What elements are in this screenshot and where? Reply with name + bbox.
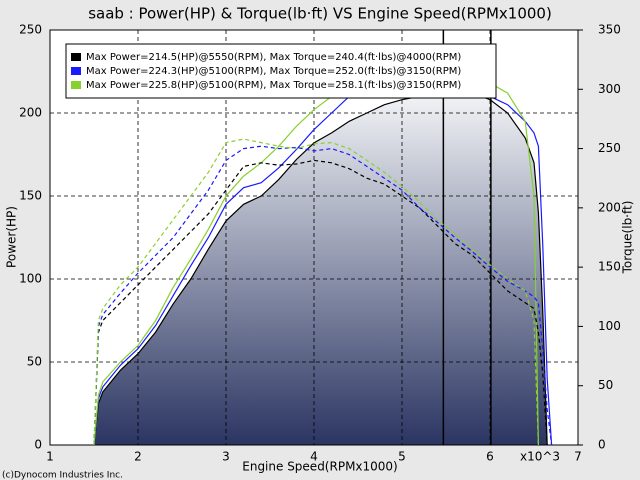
legend-swatch (71, 81, 81, 89)
y-tick-label: 200 (19, 106, 42, 120)
chart-title: saab : Power(HP) & Torque(lb·ft) VS Engi… (88, 5, 552, 23)
x-tick-label: 3 (222, 450, 230, 464)
legend-label: Max Power=224.3(HP)@5100(RPM), Max Torqu… (86, 66, 461, 77)
y-tick-label: 100 (19, 272, 42, 286)
y2-tick-label: 50 (598, 378, 613, 392)
legend-label: Max Power=225.8(HP)@5100(RPM), Max Torqu… (86, 80, 461, 91)
y2-axis-label: Torque(lb·ft) (621, 201, 635, 275)
power-line (93, 72, 553, 446)
x-tick-label: 7 (574, 450, 582, 464)
legend-swatch (71, 67, 81, 75)
y2-tick-label: 300 (598, 82, 621, 96)
torque-line (93, 159, 548, 446)
plot-frame (49, 29, 579, 446)
y2-tick-label: 150 (598, 260, 621, 274)
power-fill (94, 89, 548, 446)
y-tick-label: 150 (19, 189, 42, 203)
power-line (93, 89, 548, 446)
x-annotation: x10^3 (520, 450, 560, 464)
torque-line (93, 145, 553, 446)
legend-label: Max Power=214.5(HP)@5550(RPM), Max Torqu… (86, 52, 461, 63)
footer: (c)Dynocom Industries Inc. (2, 471, 123, 480)
x-tick-label: 4 (310, 450, 318, 464)
torque-line (93, 138, 539, 446)
y-axis-label: Power(HP) (5, 206, 19, 268)
y-tick-label: 250 (19, 23, 42, 37)
y2-tick-label: 350 (598, 23, 621, 37)
x-tick-label: 1 (46, 450, 54, 464)
x-axis-label: Engine Speed(RPMx1000) (242, 460, 398, 474)
y2-tick-label: 0 (598, 438, 606, 452)
legend-box (65, 43, 497, 99)
x-tick-label: 2 (134, 450, 142, 464)
y-tick-label: 0 (34, 438, 42, 452)
y2-tick-label: 200 (598, 200, 621, 214)
y-tick-label: 50 (27, 355, 42, 369)
x-tick-label: 6 (486, 450, 494, 464)
legend-swatch (71, 53, 81, 61)
y2-tick-label: 250 (598, 141, 621, 155)
x-tick-label: 5 (398, 450, 406, 464)
y2-tick-label: 100 (598, 319, 621, 333)
